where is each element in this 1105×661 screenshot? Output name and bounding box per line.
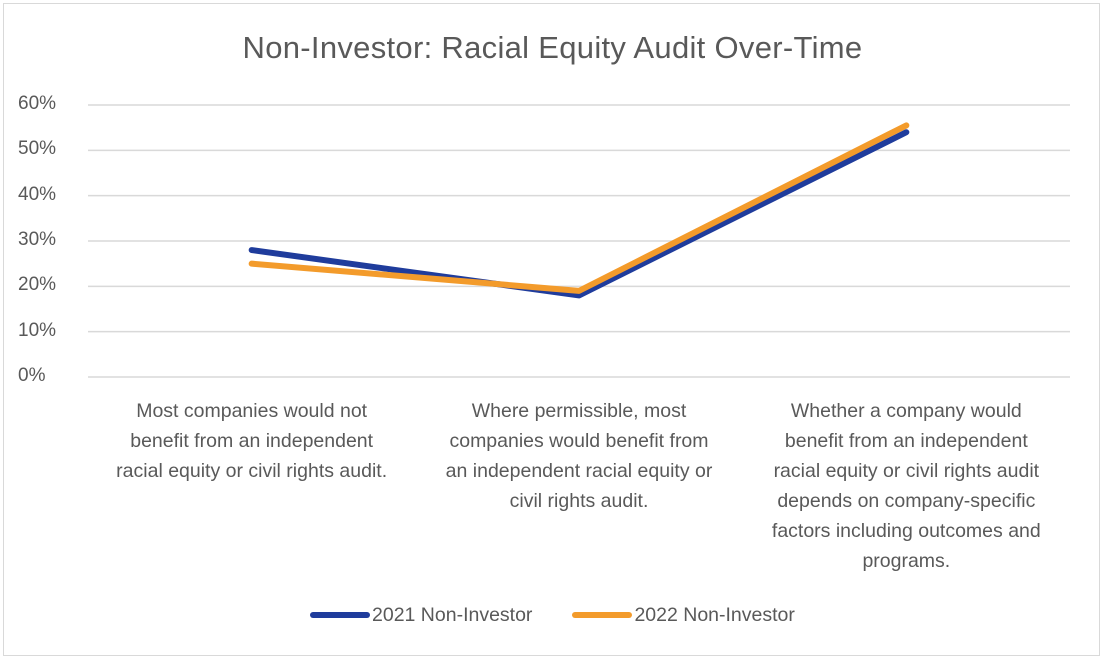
y-tick-label: 0% [18,365,46,386]
y-tick-label: 60% [18,93,57,114]
x-category-label-line: Most companies would not [136,400,368,422]
legend-label: 2022 Non-Investor [634,603,795,626]
chart-frame [3,3,1100,656]
y-tick-label: 20% [18,274,57,296]
x-category-label-line: racial equity or civil rights audit [773,460,1040,482]
legend-item: 2022 Non-Investor [572,603,795,627]
x-category-label-line: depends on company-specific [777,490,1036,512]
series-line-2 [248,122,910,294]
x-category-label-line: an independent racial equity or [445,460,713,482]
x-category-label-line: civil rights audit. [509,490,649,512]
legend-swatch [572,612,633,618]
x-category-label-line: companies would benefit from [449,430,709,452]
series-line-1 [248,129,910,299]
x-category-label: Most companies would not benefit from an … [87,396,417,486]
y-tick-label: 50% [18,138,57,160]
x-category-label-line: benefit from an independent [130,430,374,452]
chart-title: Non-Investor: Racial Equity Audit Over-T… [242,30,863,65]
x-category-label-line: Whether a company would [790,400,1022,422]
x-category-label-line: racial equity or civil rights audit. [116,460,388,482]
legend: 2021 Non-Investor 2022 Non-Investor [310,600,835,630]
x-category-label-line: Where permissible, most [471,400,687,422]
x-category-label-line: factors including outcomes and [771,520,1041,542]
x-category-label: Where permissible, most companies would b… [414,396,744,516]
x-category-label: Whether a company would benefit from an i… [741,396,1071,576]
y-tick-label: 40% [18,183,57,205]
y-tick-label: 30% [18,229,57,250]
x-category-label-line: programs. [862,550,951,572]
legend-swatch [310,612,370,618]
y-tick-label: 10% [18,319,57,341]
legend-item: 2021 Non-Investor [310,604,532,627]
legend-label: 2021 Non-Investor [372,603,533,626]
x-category-label-line: benefit from an independent [784,430,1028,452]
